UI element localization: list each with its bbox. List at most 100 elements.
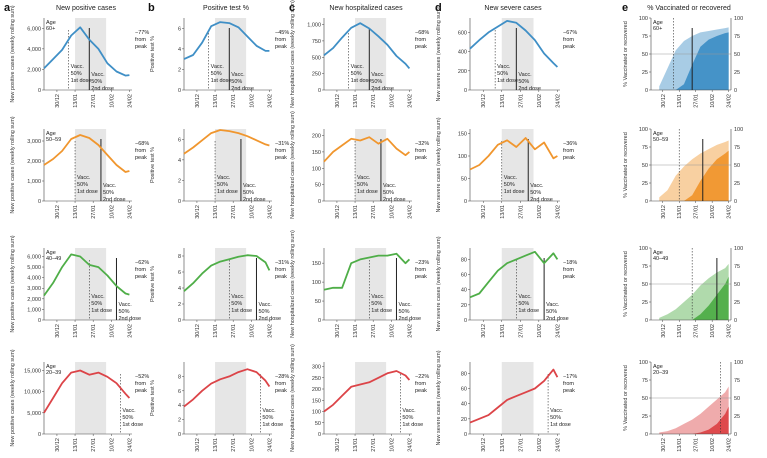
vacc-first-label: 1st dose (211, 78, 232, 84)
x-tick-label: 10/02 (109, 438, 115, 452)
right-tick-label: 50 (734, 282, 740, 288)
x-tick-label: 27/01 (518, 324, 524, 338)
x-tick-label: 27/01 (91, 94, 97, 108)
y-tick-label: 1,000 (27, 179, 41, 185)
x-tick-label: 24/02 (127, 205, 133, 219)
peak-annotation: −28% (275, 374, 289, 380)
x-tick-label: 30/12 (55, 438, 61, 452)
x-tick-label: 30/12 (335, 438, 341, 452)
y-tick-label: 0 (318, 318, 321, 324)
panel-c-20–39: 0 50 100 150 200 250 300 30/12 13/01 27/01 10/02 24… (290, 344, 429, 452)
vacc-second-label: 2nd dose (91, 86, 114, 92)
y-tick-label: 4,000 (27, 47, 41, 53)
y-tick-label: 0 (464, 318, 467, 324)
peak-annotation: −67% (563, 30, 577, 36)
peak-annotation: −62% (135, 260, 149, 266)
right-tick-label: 100 (734, 246, 743, 252)
panel-d-20–39: 0 20 40 60 80 30/12 13/01 27/01 10/02 24/02 New se… (436, 350, 577, 451)
y-tick-label: 1,000 (27, 307, 41, 313)
age-label: Age (653, 131, 663, 137)
vacc-first-label: 50% (504, 182, 515, 188)
vacc-second-label: 50% (118, 309, 129, 315)
x-tick-label: 24/02 (555, 205, 561, 219)
x-tick-label: 27/01 (694, 324, 700, 338)
right-tick-label: 50 (734, 52, 740, 58)
x-tick-label: 13/01 (73, 324, 79, 338)
peak-annotation: −17% (563, 374, 577, 380)
x-tick-label: 10/02 (109, 324, 115, 338)
y-tick-label: 0 (645, 88, 648, 94)
panel-b-40–49: 0 2 4 6 8 30/12 13/01 27/01 10/02 24/02 Positive t… (150, 248, 289, 338)
right-tick-label: 0 (734, 432, 737, 438)
x-tick-label: 10/02 (537, 205, 543, 219)
y-tick-label: 75 (642, 34, 648, 40)
x-tick-label: 13/01 (213, 94, 219, 108)
x-tick-label: 10/02 (710, 205, 716, 219)
right-tick-label: 50 (734, 396, 740, 402)
right-tick-label: 25 (734, 181, 740, 187)
y-tick-label: 15,000 (24, 368, 41, 374)
column-title-c: New hospitalized cases (329, 5, 403, 12)
vacc-second-label: 50% (530, 190, 541, 196)
panel-a-50–59: 0 1,000 2,000 3,000 30/12 13/01 27/01 10/02 24/0… (10, 116, 149, 219)
age-range: 60+ (653, 26, 662, 32)
y-axis-label: New hospitalized cases (weekly rolling s… (290, 344, 296, 452)
x-tick-label: 30/12 (195, 438, 201, 452)
age-range: 20–39 (46, 370, 61, 376)
y-tick-label: 100 (312, 166, 321, 172)
x-tick-label: 13/01 (353, 205, 359, 219)
series-line (469, 19, 559, 68)
x-tick-label: 13/01 (500, 324, 506, 338)
series-line (323, 370, 411, 413)
y-tick-label: 40 (461, 288, 467, 294)
x-tick-label: 24/02 (407, 94, 413, 108)
age-label: Age (653, 250, 663, 256)
vacc-first-label: 50% (122, 415, 133, 421)
vacc-first-label: 50% (77, 182, 88, 188)
vacc-second-label: Vacc. (398, 302, 412, 308)
y-tick-label: 5,000 (27, 411, 41, 417)
x-tick-label: 10/02 (109, 205, 115, 219)
x-tick-label: 24/02 (127, 324, 133, 338)
x-tick-label: 13/01 (677, 324, 683, 338)
peak-annotation: peak (135, 155, 147, 161)
y-tick-label: 75 (642, 145, 648, 151)
vacc-second-label: Vacc. (383, 183, 397, 189)
peak-annotation: −18% (563, 260, 577, 266)
vacc-first-label: 1st dose (550, 422, 571, 428)
vacc-second-label: 50% (371, 79, 382, 85)
vacc-second-label: Vacc. (103, 183, 117, 189)
right-tick-label: 75 (734, 378, 740, 384)
y-tick-label: 25 (642, 414, 648, 420)
y-tick-label: 20 (461, 417, 467, 423)
y-tick-label: 200 (458, 69, 467, 75)
y-axis-label: New positive cases (weekly rolling sum) (10, 5, 16, 102)
y-tick-label: 150 (312, 398, 321, 404)
area-first-dose (659, 386, 729, 434)
y-axis-label: New hospitalized cases (weekly rolling s… (290, 111, 296, 219)
series-line (469, 368, 559, 424)
vacc-first-label: 50% (351, 71, 362, 77)
vacc-first-label: Vacc. (231, 294, 245, 300)
peak-annotation: from (415, 381, 426, 387)
y-tick-label: 80 (461, 257, 467, 263)
y-axis-label: % Vaccinated or recovered (623, 132, 629, 198)
age-range: 50–59 (653, 137, 668, 143)
right-tick-label: 75 (734, 34, 740, 40)
vacc-second-label: Vacc. (546, 302, 560, 308)
age-label: Age (46, 20, 56, 26)
y-tick-label: 10,000 (24, 390, 41, 396)
y-tick-label: 5,000 (27, 265, 41, 271)
right-tick-label: 0 (734, 88, 737, 94)
y-tick-label: 0 (318, 199, 321, 205)
vacc-first-label: 50% (357, 182, 368, 188)
y-tick-label: 0 (178, 432, 181, 438)
column-title-d: New severe cases (484, 5, 542, 12)
x-tick-label: 24/02 (555, 94, 561, 108)
vacc-second-label: 50% (243, 190, 254, 196)
vacc-first-label: 1st dose (77, 189, 98, 195)
vacc-first-label: Vacc. (122, 408, 136, 414)
peak-annotation: peak (563, 274, 575, 280)
right-tick-label: 100 (734, 127, 743, 133)
y-tick-label: 25 (642, 181, 648, 187)
